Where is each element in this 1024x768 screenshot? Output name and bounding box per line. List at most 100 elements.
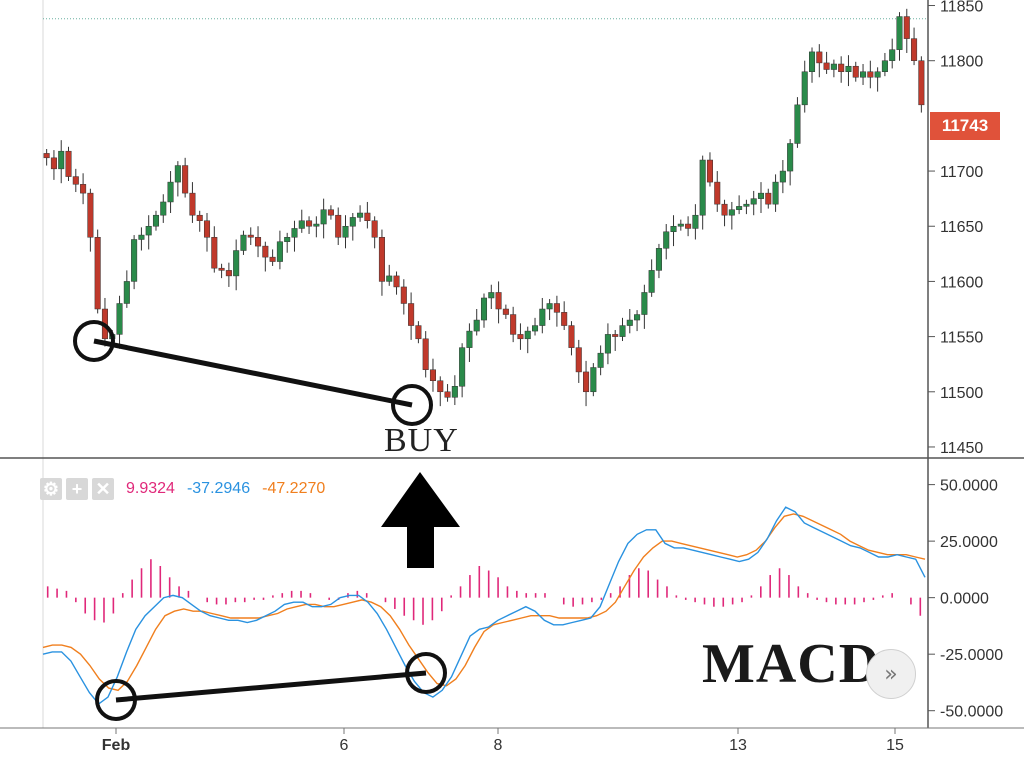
candle [736,206,743,210]
candle [306,220,313,227]
candle [43,153,50,159]
candle [757,192,765,199]
candle [400,286,407,304]
candle [65,150,72,177]
candle [233,250,240,277]
candle [867,71,874,78]
up-arrow [381,472,460,568]
candle [298,220,305,229]
candle [218,267,225,271]
candle [539,308,546,326]
candle [429,369,436,381]
candle [269,256,276,262]
signal-line [42,513,926,692]
candle [116,303,123,335]
date-tick-label: 6 [340,737,349,754]
candle [80,184,87,194]
candle [648,270,655,293]
candle [568,325,575,348]
candle [174,165,181,183]
candle [801,71,808,106]
candle [371,220,378,238]
candle [619,325,626,337]
macd-low-circle-2 [405,652,447,694]
candle [750,198,757,205]
candle [546,303,553,310]
candle [451,386,458,398]
candle [502,308,509,315]
settings-icon[interactable]: ⚙ [40,478,62,500]
candle [327,209,334,216]
candle [699,159,706,216]
candle [182,165,189,194]
macd-tick-label: 25.0000 [940,534,998,551]
candle [342,225,349,238]
close-icon[interactable]: ✕ [92,478,114,500]
candle [728,209,735,216]
candle [145,225,152,236]
candle [823,62,830,70]
candle [167,181,174,203]
candle [160,201,167,216]
price-tick-label: 11450 [940,440,983,457]
macd-annotation: MACD [702,633,881,695]
macd-legend: ⚙ + ✕ 9.9324 -37.2946 -47.2270 [40,476,325,502]
candle [575,347,582,373]
candle [692,214,699,229]
candle [422,338,429,370]
divergence-line-macd [115,670,427,703]
candle [284,237,291,242]
candle [772,181,779,205]
candle [838,63,845,72]
candle [655,248,662,271]
candle [604,334,611,354]
candle [889,49,896,61]
candle [743,203,750,207]
date-tick-label: 13 [729,737,747,754]
plus-icon[interactable]: + [66,478,88,500]
candle [415,325,422,340]
macd-tick-label: -50.0000 [940,704,1003,721]
macd-histogram-value: 9.9324 [126,480,175,497]
candle [87,192,94,238]
candle [225,270,232,277]
candle [561,312,568,326]
low-circle-1 [73,320,115,362]
candle [670,225,677,233]
date-tick-label: 8 [494,737,503,754]
candle [131,239,138,282]
candle [852,65,859,78]
candle [123,281,130,304]
candle [524,330,531,340]
candle [918,60,925,106]
macd-line [42,506,926,705]
candle [357,212,364,218]
price-tick-label: 11700 [940,164,983,181]
candle [276,241,283,262]
candle [590,367,597,393]
current-price-tag: 11743 [930,112,1000,140]
signal-line-value: -47.2270 [262,480,326,497]
candle [663,231,670,249]
macd-tick-label: 0.0000 [940,591,989,608]
double-chevron-right-icon[interactable]: » [866,649,916,699]
candle [240,234,247,251]
candle [612,334,619,337]
candle [203,220,211,238]
candle [152,214,160,227]
candle [291,228,298,238]
candle [94,237,101,310]
candle [532,325,539,332]
candle [313,223,320,227]
candle [364,212,371,221]
candle [677,223,684,227]
candle [138,234,145,240]
candle [262,245,269,258]
low-circle-2 [391,384,433,426]
candle [816,51,823,64]
date-tick-label: Feb [102,737,131,754]
candle [881,60,888,72]
price-tick-label: 11650 [940,219,983,236]
